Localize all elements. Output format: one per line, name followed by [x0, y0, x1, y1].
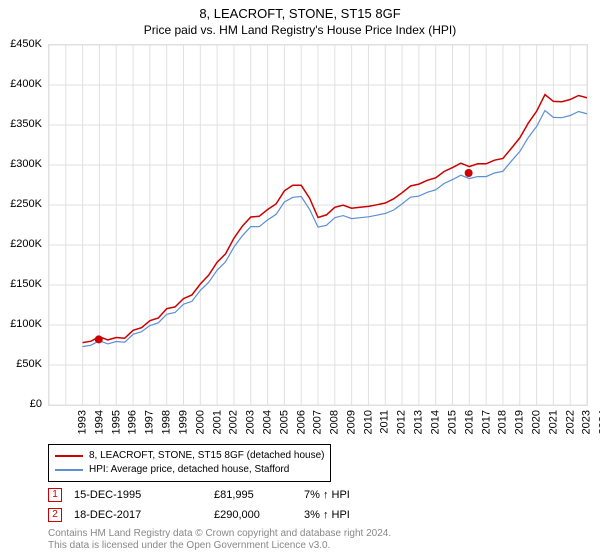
x-axis-label: 2010	[362, 410, 374, 434]
x-axis-label: 1993	[76, 410, 88, 434]
x-axis-label: 2015	[446, 410, 458, 434]
x-axis-label: 2011	[378, 410, 390, 434]
x-axis-label: 1998	[161, 410, 173, 434]
x-axis-label: 2019	[514, 410, 526, 434]
y-axis-label: £300K	[0, 158, 42, 170]
x-axis-label: 2023	[581, 410, 593, 434]
y-axis-label: £50K	[0, 358, 42, 370]
x-axis-label: 1995	[110, 410, 122, 434]
y-axis-label: £350K	[0, 118, 42, 130]
sale-price: £290,000	[214, 509, 304, 521]
x-axis-label: 2009	[345, 410, 357, 434]
x-axis-label: 2006	[295, 410, 307, 434]
sale-row: 1 15-DEC-1995£81,9957% ↑ HPI	[48, 488, 584, 502]
y-axis-label: £150K	[0, 278, 42, 290]
x-axis-label: 1997	[144, 410, 156, 434]
x-axis-label: 2005	[278, 410, 290, 434]
y-axis-label: £100K	[0, 318, 42, 330]
sale-date: 15-DEC-1995	[74, 489, 214, 501]
sale-pct: 3% ↑ HPI	[304, 509, 394, 521]
x-axis-label: 2016	[463, 410, 475, 434]
legend-box: 8, LEACROFT, STONE, ST15 8GF (detached h…	[48, 444, 331, 482]
x-axis-label: 2021	[547, 410, 559, 434]
y-axis-label: £200K	[0, 238, 42, 250]
y-axis-label: £0	[0, 398, 42, 410]
x-axis-label: 2004	[261, 410, 273, 434]
sale-row-marker: 1	[48, 488, 62, 502]
x-axis-label: 2000	[194, 410, 206, 434]
legend-area: 8, LEACROFT, STONE, ST15 8GF (detached h…	[48, 444, 584, 552]
y-axis-label: £400K	[0, 78, 42, 90]
sale-price: £81,995	[214, 489, 304, 501]
sale-date: 18-DEC-2017	[74, 509, 214, 521]
x-axis-label: 2001	[211, 410, 223, 434]
x-axis-label: 2018	[497, 410, 509, 434]
x-axis-label: 2017	[480, 410, 492, 434]
x-axis-label: 1999	[177, 410, 189, 434]
x-axis-label: 2012	[396, 410, 408, 434]
x-axis-label: 2008	[329, 410, 341, 434]
x-axis-label: 1996	[127, 410, 139, 434]
x-axis-label: 2013	[413, 410, 425, 434]
y-axis-label: £450K	[0, 38, 42, 50]
x-axis-label: 2003	[245, 410, 257, 434]
legend-label-2: HPI: Average price, detached house, Staf…	[89, 463, 289, 477]
sale-dot	[95, 335, 103, 343]
licence-line1: Contains HM Land Registry data © Crown c…	[48, 528, 584, 540]
sale-pct: 7% ↑ HPI	[304, 489, 394, 501]
x-axis-label: 1994	[93, 410, 105, 434]
x-axis-label: 2014	[430, 410, 442, 434]
chart-title: 8, LEACROFT, STONE, ST15 8GF	[0, 0, 600, 21]
sale-dot	[465, 169, 473, 177]
legend-row-2: HPI: Average price, detached house, Staf…	[55, 463, 324, 477]
x-axis-label: 2002	[228, 410, 240, 434]
legend-row-1: 8, LEACROFT, STONE, ST15 8GF (detached h…	[55, 449, 324, 463]
sale-row: 2 18-DEC-2017£290,0003% ↑ HPI	[48, 508, 584, 522]
legend-label-1: 8, LEACROFT, STONE, ST15 8GF (detached h…	[89, 449, 324, 463]
x-axis-label: 2007	[312, 410, 324, 434]
x-axis-label: 2022	[564, 410, 576, 434]
licence-line2: This data is licensed under the Open Gov…	[48, 540, 584, 552]
sale-row-marker: 2	[48, 508, 62, 522]
licence-text: Contains HM Land Registry data © Crown c…	[48, 528, 584, 552]
plot-area	[48, 44, 588, 406]
x-axis-label: 2020	[530, 410, 542, 434]
y-axis-label: £250K	[0, 198, 42, 210]
chart-subtitle: Price paid vs. HM Land Registry's House …	[0, 21, 600, 37]
